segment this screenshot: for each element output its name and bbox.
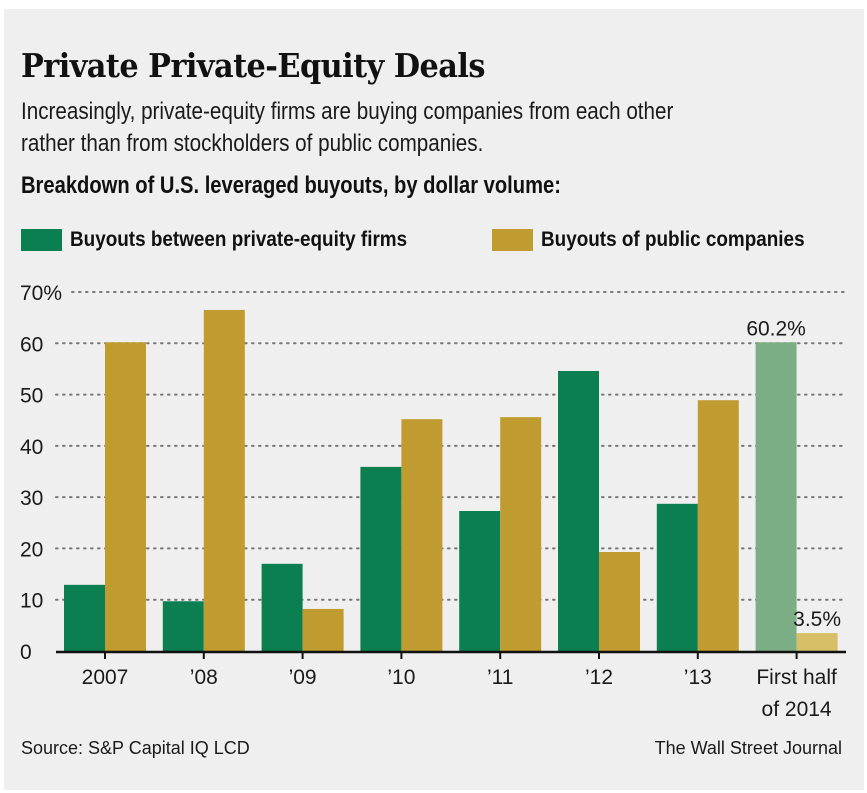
data-label: 60.2% [746,317,806,340]
bar-public [500,417,542,651]
bar-pe [656,503,698,651]
data-label: 3.5% [793,608,841,631]
subtitle-line: rather than from stockholders of public … [21,130,484,157]
bar-pe [755,342,797,651]
bar-public [599,552,640,651]
publisher-credit: The Wall Street Journal [654,738,842,758]
legend-item-public: Buyouts of public companies [492,228,834,252]
legend-label-pe: Buyouts between private-equity firms [70,228,408,251]
bar-pe [261,563,303,651]
bar-public [796,633,838,651]
chart-card [4,9,864,790]
x-tick-label: 2007 [82,666,129,689]
x-tick-label: ’09 [289,666,317,689]
bar-pe [459,510,501,651]
y-tick-label: 60 [20,333,43,356]
y-tick-label: 40 [20,436,43,459]
bar-pe [162,601,204,651]
x-tick-label: of 2014 [762,698,832,721]
x-tick-label: ’08 [190,666,218,689]
y-tick-label: 0 [20,641,32,664]
x-tick-label: First half [756,666,837,689]
x-tick-label: ’10 [387,666,415,689]
subtitle-line: Increasingly, private-equity firms are b… [21,98,674,125]
bar-public [105,342,146,651]
legend-item-pe: Buyouts between private-equity firms [21,228,445,252]
x-tick-label: ’13 [684,666,712,689]
bar-public [697,400,739,651]
y-tick-label: 50 [20,385,43,408]
y-tick-label: 10 [20,590,43,613]
legend-swatch-pe [21,229,62,251]
bar-public [401,419,443,651]
chart-subtitle: Increasingly, private-equity firms are b… [21,96,743,160]
source-note: Source: S&P Capital IQ LCD [21,738,250,758]
bar-pe [360,466,402,651]
bar-public [302,608,344,651]
y-tick-label: 70% [20,282,62,305]
legend-swatch-public [492,229,533,251]
chart-title: Private Private-Equity Deals [21,46,485,85]
bar-public [203,309,245,651]
y-tick-label: 20 [20,538,43,561]
bar-pe [64,584,105,651]
x-tick-label: ’12 [585,666,613,689]
y-tick-label: 30 [20,487,43,510]
legend-label-public: Buyouts of public companies [541,228,805,251]
chart-description: Breakdown of U.S. leveraged buyouts, by … [21,172,561,199]
x-tick-label: ’11 [487,666,513,689]
bar-pe [558,370,599,651]
